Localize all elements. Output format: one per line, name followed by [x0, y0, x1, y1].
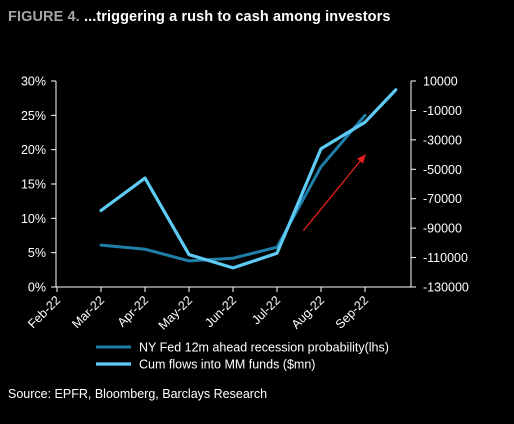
right-tick-label: -50000 [423, 163, 462, 177]
x-tick-label: Mar-22 [69, 293, 107, 331]
x-tick-label: Apr-22 [115, 293, 151, 329]
left-tick-label: 5% [28, 246, 46, 260]
figure-title: FIGURE 4. ...triggering a rush to cash a… [8, 9, 391, 25]
x-tick-label: Jul-22 [249, 293, 283, 327]
line-chart: 0% 5% 10% 15% 20% 25% 30% 10000 -10000 -30000 -500… [21, 75, 469, 372]
trend-arrow [302, 154, 366, 232]
left-tick-label: 30% [21, 75, 46, 89]
x-tick-label: Aug-22 [289, 293, 327, 331]
right-tick-label: -30000 [423, 133, 462, 147]
left-tick-label: 15% [21, 178, 46, 192]
right-tick-label: -70000 [423, 192, 462, 206]
figure-heading: ...triggering a rush to cash among inves… [83, 9, 391, 25]
figure-number: FIGURE 4. [8, 9, 80, 25]
left-tick-label: 20% [21, 143, 46, 157]
x-tick-label: May-22 [156, 293, 195, 332]
x-tick-label: Jun-22 [202, 293, 239, 330]
x-tick-label: Feb-22 [25, 293, 63, 331]
legend-label: NY Fed 12m ahead recession probability(l… [139, 341, 389, 355]
legend-label: Cum flows into MM funds ($mn) [139, 358, 315, 372]
left-tick-label: 25% [21, 109, 46, 123]
x-tick-label: Sep-22 [333, 293, 371, 331]
series-line [99, 88, 398, 270]
right-tick-label: -130000 [423, 281, 469, 295]
right-tick-label: -90000 [423, 222, 462, 236]
right-tick-label: -110000 [423, 251, 468, 265]
series-line [99, 113, 367, 263]
source-note: Source: EPFR, Bloomberg, Barclays Resear… [8, 387, 268, 401]
left-tick-label: 0% [28, 281, 46, 295]
right-tick-label: -10000 [423, 104, 462, 118]
left-tick-label: 10% [21, 212, 46, 226]
right-tick-label: 10000 [423, 75, 458, 89]
